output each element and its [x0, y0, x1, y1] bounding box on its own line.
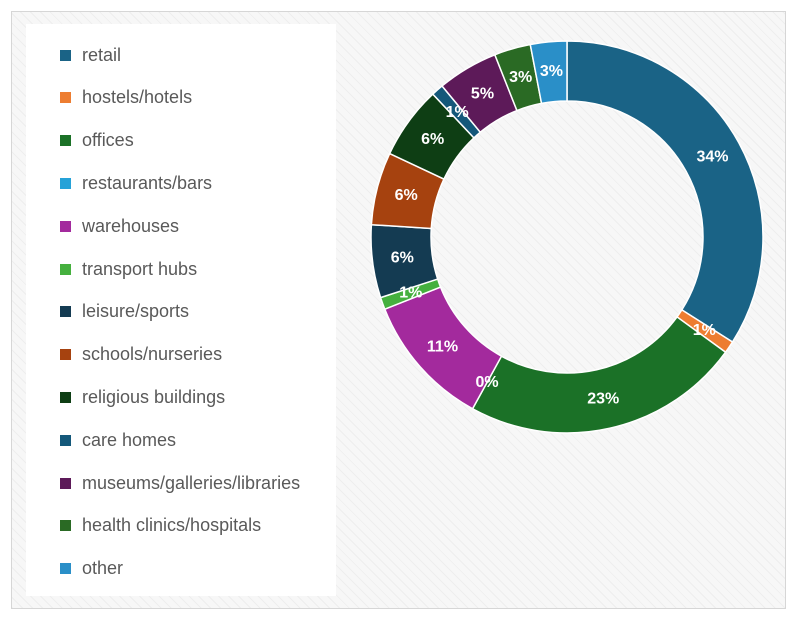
- legend-item: retail: [26, 40, 121, 70]
- legend-label: museums/galleries/libraries: [82, 472, 301, 493]
- legend-swatch: [60, 177, 71, 189]
- slice-data-label: 11%: [427, 338, 458, 355]
- donut-slice: [566, 40, 764, 344]
- legend-swatch: [60, 263, 71, 275]
- legend-label: schools/nurseries: [82, 344, 223, 365]
- slice-data-label: 23%: [587, 391, 619, 408]
- legend-label: hostels/hotels: [82, 87, 193, 108]
- legend-swatch: [60, 434, 71, 446]
- slice-data-label: 6%: [391, 249, 414, 266]
- donut-slices: [370, 40, 764, 434]
- legend-swatch: [60, 49, 71, 61]
- legend-swatch: [60, 135, 71, 147]
- legend-item: museums/galleries/libraries: [26, 468, 300, 498]
- legend-item: other: [26, 554, 123, 584]
- legend-swatch: [60, 306, 71, 318]
- slice-data-label: 5%: [471, 86, 494, 103]
- legend-label: offices: [82, 130, 134, 151]
- slice-data-label: 3%: [509, 69, 532, 86]
- legend-label: health clinics/hospitals: [82, 515, 262, 536]
- legend-label: restaurants/bars: [82, 172, 213, 193]
- legend-item: leisure/sports: [26, 297, 189, 327]
- slice-data-label: 1%: [446, 104, 469, 121]
- legend-item: offices: [26, 126, 134, 156]
- donut-slice-labels: 34%1%23%0%11%1%6%6%6%1%5%3% 3%: [391, 63, 729, 407]
- legend-swatch: [60, 349, 71, 361]
- legend-item: restaurants/bars: [26, 168, 212, 198]
- legend-item: schools/nurseries: [26, 340, 222, 370]
- slice-data-label: 1%: [399, 285, 422, 302]
- legend-item: hostels/hotels: [26, 83, 192, 113]
- legend-label: other: [82, 558, 124, 579]
- slice-data-label: 3%: [540, 63, 563, 80]
- slice-data-label: 0%: [475, 374, 498, 391]
- legend-item: warehouses: [26, 211, 179, 241]
- donut-slice: [529, 40, 568, 105]
- legend-item: religious buildings: [26, 382, 225, 412]
- slice-data-label: 1%: [693, 322, 716, 339]
- legend-swatch: [60, 520, 71, 532]
- slice-data-label: 6%: [395, 187, 418, 204]
- legend-label: leisure/sports: [82, 301, 190, 322]
- legend-swatch: [60, 477, 71, 489]
- legend-swatch: [60, 563, 71, 575]
- slice-data-label: 34%: [696, 149, 728, 166]
- legend-swatch: [60, 220, 71, 232]
- legend-label: religious buildings: [82, 386, 226, 407]
- legend-item: health clinics/hospitals: [26, 511, 261, 541]
- donut-slice: [471, 315, 727, 434]
- legend-label: transport hubs: [82, 258, 198, 279]
- legend-label: care homes: [82, 429, 177, 450]
- legend-label: retail: [82, 44, 122, 65]
- legend-item: care homes: [26, 425, 176, 455]
- legend-item: transport hubs: [26, 254, 197, 284]
- slice-data-label: 6%: [421, 131, 444, 148]
- legend-swatch: [60, 92, 71, 104]
- legend-label: warehouses: [82, 215, 180, 236]
- legend: retail hostels/hotels offices restaurants/b…: [26, 24, 336, 596]
- legend-swatch: [60, 391, 71, 403]
